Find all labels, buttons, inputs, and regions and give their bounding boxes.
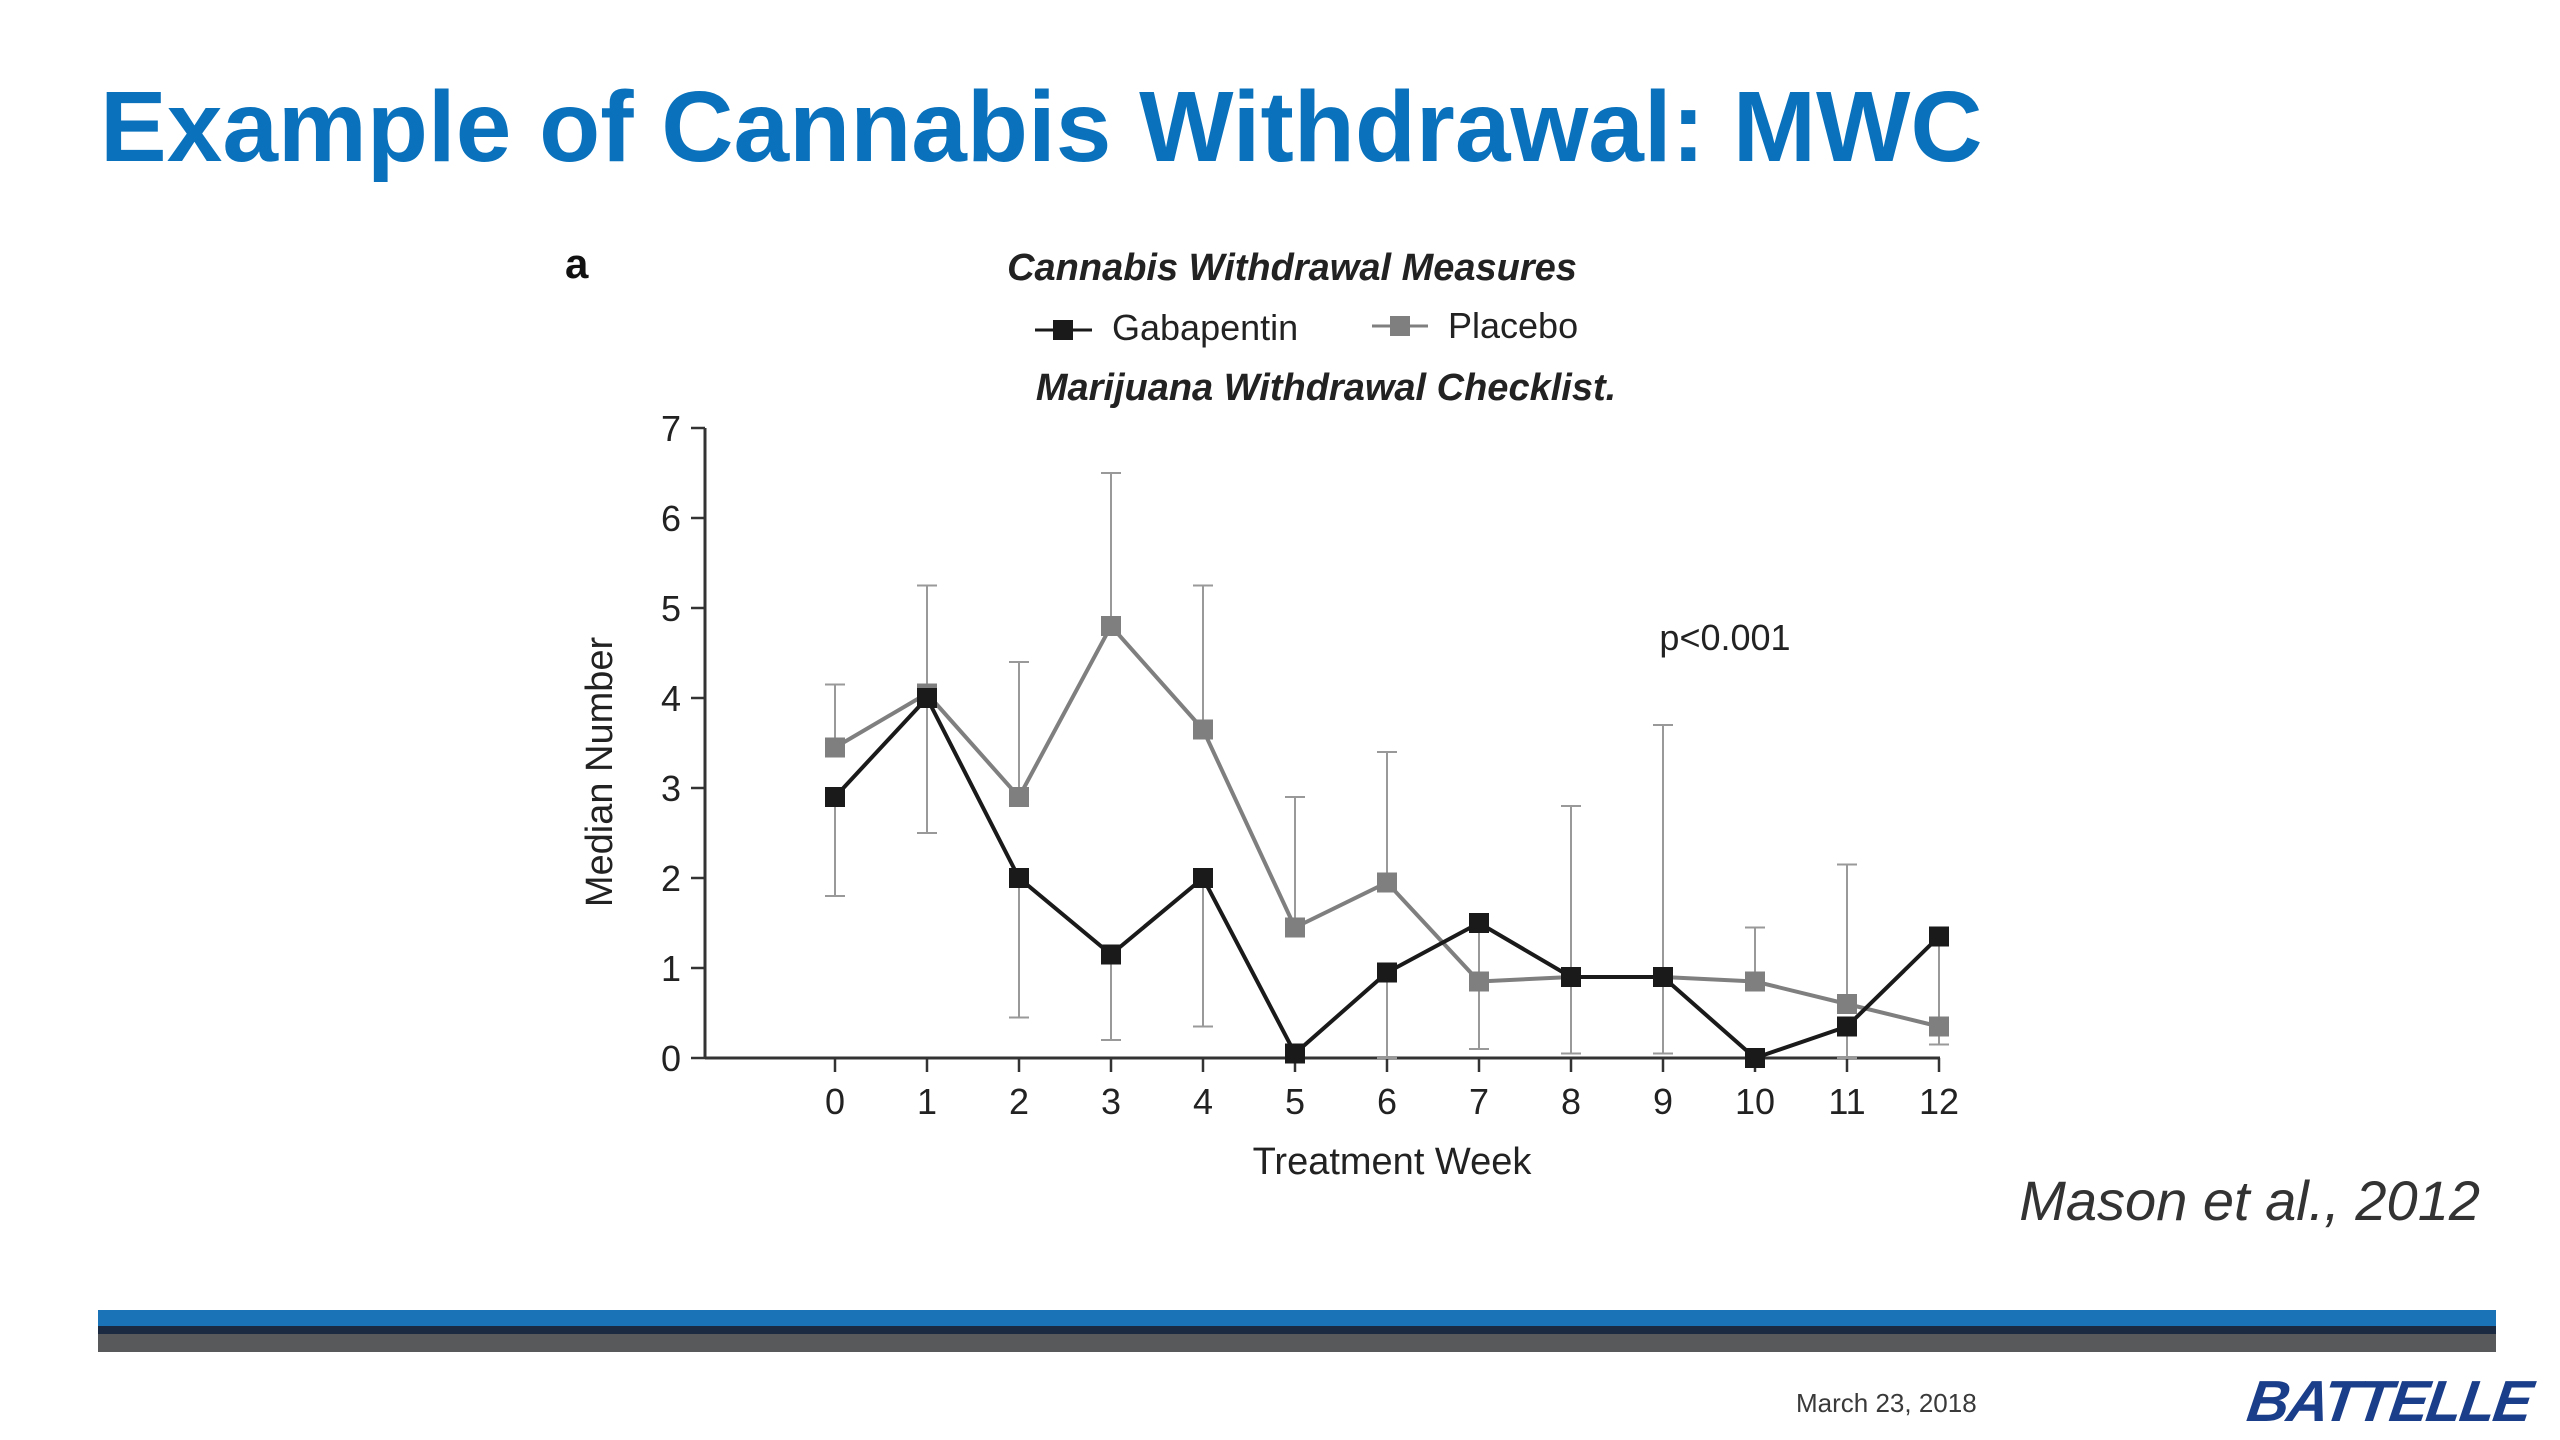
placebo-point	[1101, 616, 1121, 636]
x-tick-label: 0	[825, 1081, 845, 1122]
legend-placebo-marker	[1390, 316, 1410, 336]
x-axis-label: Treatment Week	[1253, 1141, 1533, 1183]
y-tick-label: 1	[661, 948, 681, 989]
citation: Mason et al., 2012	[2019, 1169, 2480, 1232]
x-tick-label: 3	[1101, 1081, 1121, 1122]
gabapentin-point	[1929, 926, 1949, 947]
gabapentin-point	[1009, 868, 1029, 888]
gabapentin-point	[1285, 1043, 1305, 1064]
y-tick-label: 2	[661, 858, 681, 899]
gabapentin-point	[917, 688, 937, 708]
x-tick-label: 10	[1735, 1081, 1775, 1122]
p-value-annotation: p<0.001	[1659, 617, 1790, 658]
gabapentin-point	[1837, 1016, 1857, 1037]
placebo-point	[1469, 971, 1489, 992]
panel-label: a	[565, 240, 589, 287]
footer-band-navy	[98, 1326, 2496, 1334]
gabapentin-point	[1193, 868, 1213, 888]
x-tick-label: 4	[1193, 1081, 1213, 1122]
x-tick-label: 1	[917, 1081, 937, 1122]
y-tick-label: 7	[661, 408, 681, 449]
x-tick-label: 9	[1653, 1081, 1673, 1122]
placebo-point	[1193, 719, 1213, 740]
gabapentin-point	[1745, 1048, 1765, 1068]
gabapentin-point	[1561, 967, 1581, 987]
gabapentin-point	[1653, 967, 1673, 987]
placebo-point	[1009, 787, 1029, 807]
gabapentin-point	[1377, 962, 1397, 983]
slide-title: Example of Cannabis Withdrawal: MWC	[100, 71, 1983, 183]
chart-title: Cannabis Withdrawal Measures	[1007, 247, 1577, 289]
x-tick-label: 5	[1285, 1081, 1305, 1122]
placebo-point	[1285, 917, 1305, 938]
y-tick-label: 5	[661, 588, 681, 629]
footer-date: March 23, 2018	[1796, 1388, 1977, 1418]
placebo-point	[1745, 971, 1765, 992]
placebo-point	[825, 737, 845, 758]
y-tick-label: 3	[661, 768, 681, 809]
footer-band-blue	[98, 1310, 2496, 1326]
footer-band-gray	[98, 1334, 2496, 1352]
legend: Gabapentin Placebo	[1035, 305, 1578, 348]
y-tick-label: 6	[661, 498, 681, 539]
placebo-point	[1837, 994, 1857, 1014]
chart-subtitle: Marijuana Withdrawal Checklist.	[1036, 367, 1616, 409]
y-tick-label: 4	[661, 678, 681, 719]
x-tick-label: 7	[1469, 1081, 1489, 1122]
placebo-point	[1377, 872, 1397, 893]
gabapentin-point	[1101, 944, 1121, 965]
x-tick-label: 12	[1919, 1081, 1959, 1122]
battelle-logo: BATTELLE	[2243, 1369, 2536, 1434]
placebo-point	[1929, 1016, 1949, 1037]
legend-gabapentin-marker	[1053, 320, 1073, 340]
x-tick-label: 8	[1561, 1081, 1581, 1122]
gabapentin-point	[825, 787, 845, 807]
legend-gabapentin-label: Gabapentin	[1112, 307, 1298, 348]
y-axis-label: Median Number	[579, 636, 621, 907]
x-tick-label: 11	[1828, 1081, 1865, 1122]
x-tick-label: 2	[1009, 1081, 1029, 1122]
y-tick-label: 0	[661, 1038, 681, 1079]
legend-placebo-label: Placebo	[1448, 305, 1578, 346]
x-tick-label: 6	[1377, 1081, 1397, 1122]
gabapentin-point	[1469, 913, 1489, 933]
